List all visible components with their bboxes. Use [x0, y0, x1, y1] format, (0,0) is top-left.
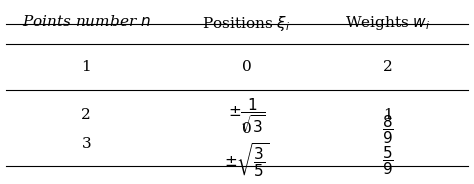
Text: $\dfrac{8}{9}$: $\dfrac{8}{9}$ — [382, 113, 393, 146]
Text: Points number $n$: Points number $n$ — [22, 14, 151, 29]
Text: $\dfrac{5}{9}$: $\dfrac{5}{9}$ — [382, 144, 393, 177]
Text: 2: 2 — [82, 108, 91, 122]
Text: Positions $\xi_i$: Positions $\xi_i$ — [202, 14, 291, 33]
Text: 0: 0 — [242, 122, 251, 137]
Text: 1: 1 — [383, 108, 392, 122]
Text: 0: 0 — [242, 60, 251, 74]
Text: $\pm\dfrac{1}{\sqrt{3}}$: $\pm\dfrac{1}{\sqrt{3}}$ — [228, 96, 265, 135]
Text: $\pm\sqrt{\dfrac{3}{5}}$: $\pm\sqrt{\dfrac{3}{5}}$ — [224, 141, 269, 179]
Text: 2: 2 — [383, 60, 392, 74]
Text: Weights $w_i$: Weights $w_i$ — [345, 14, 430, 32]
Text: 1: 1 — [82, 60, 91, 74]
Text: 3: 3 — [82, 137, 91, 151]
